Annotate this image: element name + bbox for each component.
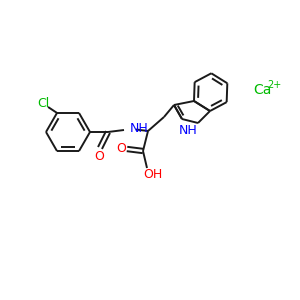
Text: Cl: Cl <box>37 98 49 110</box>
Text: NH: NH <box>178 124 197 136</box>
Text: OH: OH <box>143 167 163 181</box>
Text: NH: NH <box>130 122 149 136</box>
Text: Ca: Ca <box>253 83 272 97</box>
Text: 2+: 2+ <box>267 80 281 90</box>
Text: O: O <box>116 142 126 154</box>
Text: O: O <box>94 149 104 163</box>
